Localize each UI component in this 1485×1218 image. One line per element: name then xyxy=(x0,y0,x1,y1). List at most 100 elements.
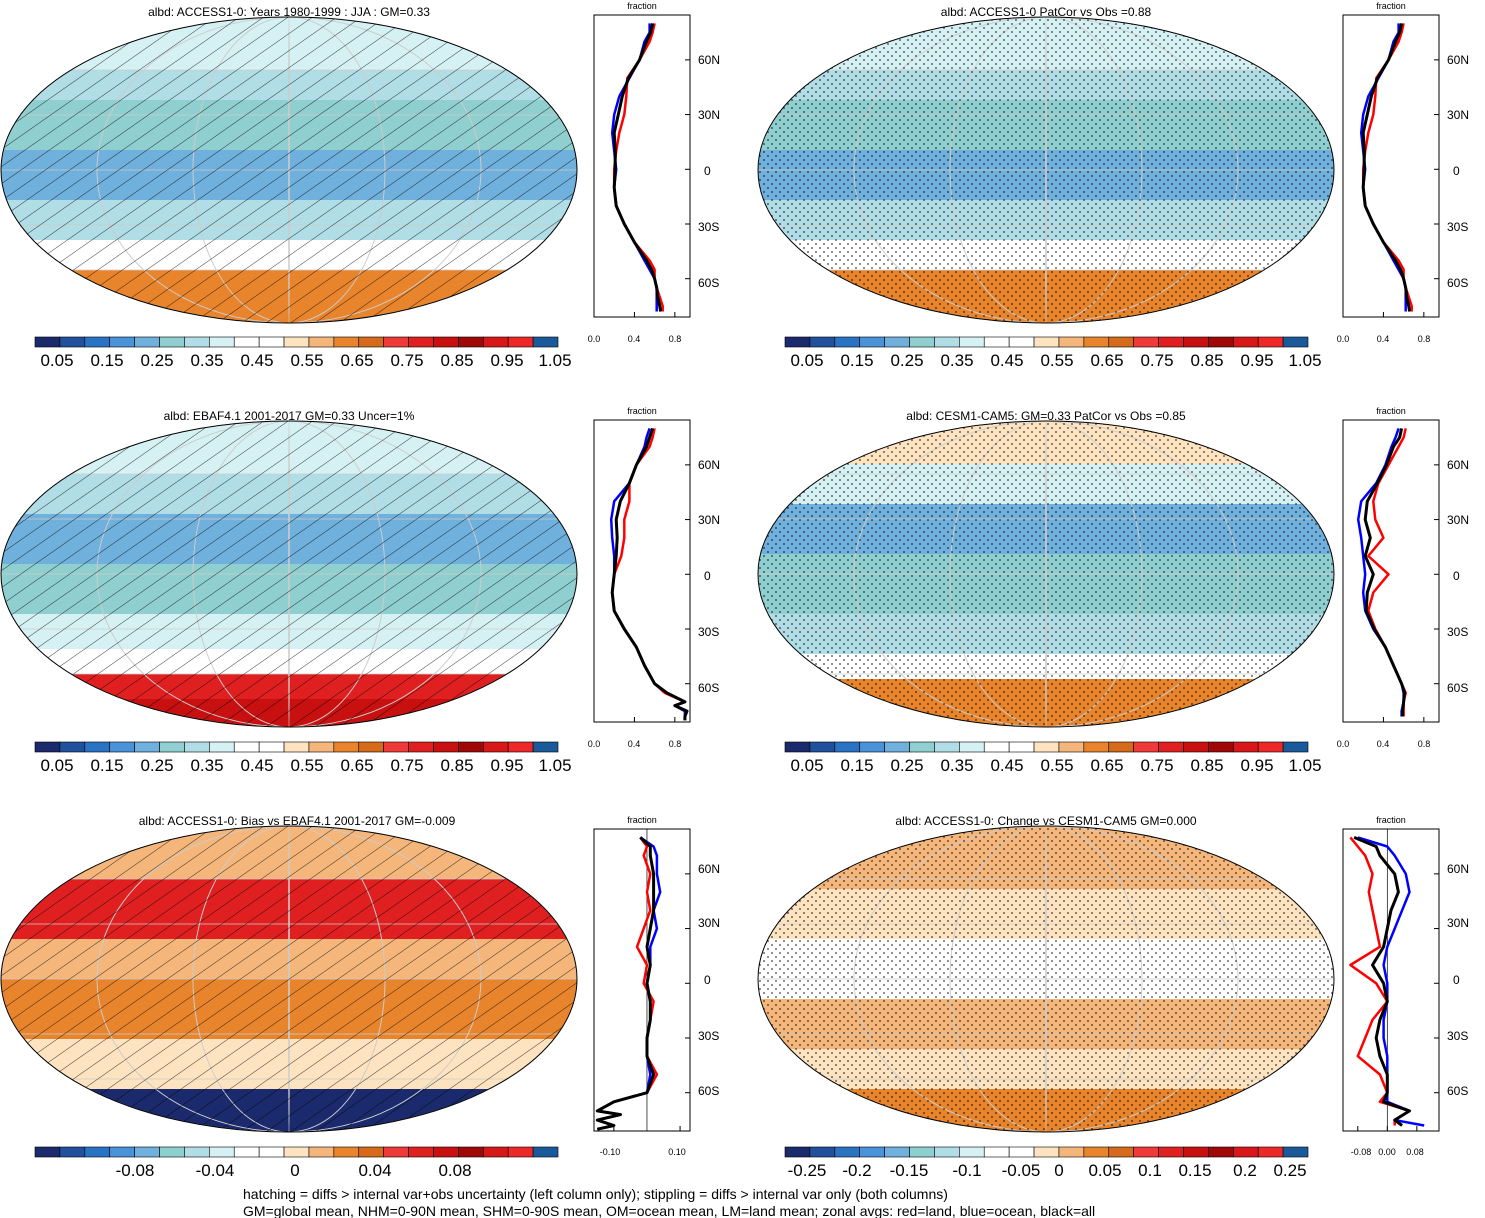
colorbar-box xyxy=(909,336,935,348)
zonal-frame xyxy=(1342,828,1440,1132)
colorbar-box xyxy=(209,741,235,753)
colorbar-label: 0.2 xyxy=(1233,1161,1257,1180)
colorbar-label: 0.05 xyxy=(790,351,823,370)
map-title: albd: ACCESS1-0: Change vs CESM1-CAM5 GM… xyxy=(895,814,1196,828)
colorbar-box xyxy=(1282,741,1309,753)
colorbar-box xyxy=(458,1146,484,1158)
colorbar-box xyxy=(109,741,135,753)
panel-0: albd: ACCESS1-0: Years 1980-1999 : JJA :… xyxy=(0,1,720,370)
colorbar-box xyxy=(283,1146,310,1158)
colorbar-label: 0.55 xyxy=(290,756,323,775)
lat-tick: 60S xyxy=(698,681,719,695)
colorbar-box xyxy=(482,336,509,348)
colorbar-box xyxy=(84,336,111,348)
colorbar: 0.05 0.15 0.25 0.35 0.45 0.55 0.65 0.75 … xyxy=(784,741,1322,775)
colorbar-label: 0.25 xyxy=(1273,1161,1306,1180)
x-tick: 0.4 xyxy=(1377,739,1390,749)
x-tick: 0.10 xyxy=(668,1147,686,1157)
colorbar-label: 0.05 xyxy=(790,756,823,775)
zonal-title: fraction xyxy=(627,1,657,11)
x-tick: 0.0 xyxy=(588,739,601,749)
colorbar-label: 0.08 xyxy=(438,1161,471,1180)
colorbar-box xyxy=(1158,1146,1184,1158)
colorbar-box xyxy=(859,1146,885,1158)
map xyxy=(757,16,1335,324)
colorbar-label: 0.85 xyxy=(440,351,473,370)
colorbar-box xyxy=(532,336,559,348)
lat-tick: 0 xyxy=(1453,973,1460,987)
zonal-plot: fraction 60N 30N 0 30S 60S -0.10 0.10 xyxy=(593,815,720,1157)
colorbar-box xyxy=(1282,336,1309,348)
lat-tick: 30N xyxy=(1447,513,1469,527)
colorbar-box xyxy=(1232,741,1259,753)
map-fill xyxy=(1,421,577,727)
lat-tick: 30N xyxy=(698,916,720,930)
colorbar-box xyxy=(34,741,61,753)
colorbar-box xyxy=(507,1146,534,1158)
colorbar-box xyxy=(458,741,484,753)
colorbar-box xyxy=(1133,336,1159,348)
zonal-frame xyxy=(593,14,691,318)
colorbar-label: 0.65 xyxy=(340,756,373,775)
colorbar-label: 0.65 xyxy=(1090,351,1123,370)
lat-tick: 30S xyxy=(698,625,719,639)
colorbar-label: 0.25 xyxy=(140,756,173,775)
map-border xyxy=(0,420,578,728)
colorbar-label: 0.05 xyxy=(1088,1161,1121,1180)
colorbar-label: 0.75 xyxy=(1140,756,1173,775)
colorbar-box xyxy=(408,1146,434,1158)
colorbar-box xyxy=(433,1146,459,1158)
colorbar-box xyxy=(184,741,210,753)
colorbar-box xyxy=(1208,336,1234,348)
colorbar-box xyxy=(1008,336,1035,348)
lat-tick: 30S xyxy=(698,220,719,234)
lat-tick: 30N xyxy=(1447,916,1469,930)
colorbar-box xyxy=(134,336,160,348)
colorbar-box xyxy=(408,336,434,348)
colorbar-box xyxy=(233,336,260,348)
map-title: albd: CESM1-CAM5: GM=0.33 PatCor vs Obs … xyxy=(906,409,1186,423)
colorbar-label: 0.95 xyxy=(490,756,523,775)
colorbar-label: 0.45 xyxy=(990,756,1023,775)
stippling-overlay xyxy=(758,421,1334,727)
colorbar-box xyxy=(983,1146,1010,1158)
colorbar-label: -0.05 xyxy=(1002,1161,1041,1180)
colorbar-box xyxy=(983,741,1010,753)
colorbar-box xyxy=(233,1146,260,1158)
map xyxy=(0,825,578,1133)
colorbar-box xyxy=(84,1146,111,1158)
colorbar-label: 0.65 xyxy=(340,351,373,370)
colorbar-label: -0.04 xyxy=(196,1161,235,1180)
zonal-title: fraction xyxy=(1376,406,1406,416)
lat-tick: 60N xyxy=(1447,458,1469,472)
zonal-all-line xyxy=(595,836,656,1131)
zonal-all-line xyxy=(1353,836,1411,1127)
colorbar-box xyxy=(233,741,260,753)
colorbar: 0.05 0.15 0.25 0.35 0.45 0.55 0.65 0.75 … xyxy=(784,336,1322,370)
lat-tick: 30N xyxy=(1447,108,1469,122)
colorbar-label: 0.35 xyxy=(190,351,223,370)
colorbar-box xyxy=(1183,1146,1209,1158)
colorbar-box xyxy=(909,741,935,753)
colorbar-box xyxy=(258,336,285,348)
colorbar-label: -0.25 xyxy=(788,1161,827,1180)
colorbar-box xyxy=(1133,1146,1159,1158)
colorbar-box xyxy=(1232,336,1259,348)
colorbar-box xyxy=(1058,336,1085,348)
colorbar-label: 0.85 xyxy=(1190,756,1223,775)
colorbar-label: 1.05 xyxy=(1288,756,1321,775)
colorbar-box xyxy=(209,1146,235,1158)
colorbar-box xyxy=(1008,1146,1035,1158)
zonal-title: fraction xyxy=(1376,815,1406,825)
colorbar-box xyxy=(59,336,86,348)
lat-tick: 60N xyxy=(698,458,720,472)
colorbar-label: 0.15 xyxy=(840,756,873,775)
colorbar-box xyxy=(884,336,910,348)
colorbar-box xyxy=(383,336,409,348)
hatching-overlay xyxy=(1,17,577,323)
colorbar-label: -0.2 xyxy=(842,1161,871,1180)
colorbar-box xyxy=(934,1146,960,1158)
lat-tick: 60S xyxy=(698,1084,719,1098)
colorbar-label: 0.65 xyxy=(1090,756,1123,775)
zonal-land-line xyxy=(612,23,664,312)
